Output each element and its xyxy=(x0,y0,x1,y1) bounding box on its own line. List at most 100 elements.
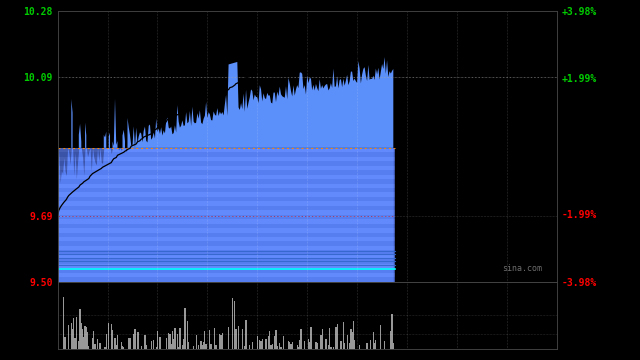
Bar xyxy=(58,224,394,228)
Bar xyxy=(209,329,211,349)
Bar xyxy=(271,344,273,349)
Bar xyxy=(58,161,394,166)
Bar xyxy=(299,340,300,349)
Bar xyxy=(178,347,179,349)
Bar xyxy=(202,345,203,349)
Bar xyxy=(58,184,394,188)
Bar xyxy=(58,157,394,161)
Bar xyxy=(309,342,310,349)
Bar xyxy=(228,327,229,349)
Bar xyxy=(58,188,394,193)
Bar xyxy=(238,326,239,349)
Bar xyxy=(245,320,246,349)
Bar xyxy=(349,343,350,349)
Bar xyxy=(82,329,83,349)
Bar xyxy=(351,332,353,349)
Bar xyxy=(393,343,394,349)
Bar xyxy=(321,329,323,349)
Bar xyxy=(179,328,180,349)
Bar xyxy=(353,321,354,349)
Bar xyxy=(203,342,204,349)
Bar xyxy=(138,332,140,349)
Bar xyxy=(275,330,276,349)
Bar xyxy=(200,341,202,349)
Bar xyxy=(195,336,196,349)
Bar xyxy=(133,334,134,349)
Bar xyxy=(269,331,270,349)
Bar xyxy=(97,339,98,349)
Bar xyxy=(58,237,394,242)
Bar xyxy=(141,346,142,349)
Bar xyxy=(104,347,106,349)
Bar xyxy=(108,323,109,349)
Bar xyxy=(370,340,371,349)
Bar xyxy=(266,339,267,349)
Bar xyxy=(270,345,271,349)
Bar xyxy=(214,328,216,349)
Bar xyxy=(137,332,138,349)
Bar xyxy=(257,336,258,349)
Bar xyxy=(283,337,284,349)
Bar xyxy=(93,331,95,349)
Bar xyxy=(58,175,394,179)
Bar xyxy=(58,277,394,282)
Bar xyxy=(350,329,351,349)
Bar xyxy=(249,346,250,349)
Bar xyxy=(58,193,394,197)
Bar xyxy=(346,335,348,349)
Bar xyxy=(73,318,74,349)
Bar xyxy=(58,268,394,273)
Bar xyxy=(58,242,394,246)
Bar xyxy=(182,345,183,349)
Bar xyxy=(58,255,394,259)
Bar xyxy=(153,340,154,349)
Bar xyxy=(187,321,188,349)
Bar xyxy=(58,170,394,175)
Bar xyxy=(68,325,70,349)
Bar xyxy=(174,328,175,349)
Bar xyxy=(329,328,330,349)
Bar xyxy=(145,345,147,349)
Bar xyxy=(58,206,394,210)
Bar xyxy=(337,324,338,349)
Bar xyxy=(390,331,392,349)
Bar xyxy=(88,346,90,349)
Bar xyxy=(236,329,237,349)
Bar xyxy=(260,341,262,349)
Bar xyxy=(242,329,243,349)
Bar xyxy=(58,259,394,264)
Bar xyxy=(359,345,360,349)
Bar xyxy=(308,339,309,349)
Bar xyxy=(328,345,329,349)
Bar xyxy=(58,273,394,277)
Bar xyxy=(316,342,317,349)
Text: sina.com: sina.com xyxy=(502,264,542,273)
Bar xyxy=(330,347,332,349)
Bar xyxy=(111,324,112,349)
Bar xyxy=(262,339,263,349)
Bar xyxy=(317,343,318,349)
Bar xyxy=(58,148,394,152)
Bar xyxy=(58,197,394,201)
Bar xyxy=(76,316,77,349)
Bar xyxy=(123,347,124,349)
Bar xyxy=(120,342,122,349)
Bar xyxy=(172,331,173,349)
Bar xyxy=(304,341,305,349)
Bar xyxy=(320,335,321,349)
Bar xyxy=(166,338,167,349)
Bar xyxy=(188,342,189,349)
Bar xyxy=(292,342,293,349)
Bar xyxy=(296,345,298,349)
Bar xyxy=(291,343,292,349)
Bar xyxy=(198,345,199,349)
Bar xyxy=(234,301,236,349)
Bar xyxy=(310,327,312,349)
Bar xyxy=(129,338,131,349)
Bar xyxy=(70,323,72,349)
Bar xyxy=(325,339,326,349)
Bar xyxy=(128,338,129,349)
Bar xyxy=(354,339,355,349)
Bar xyxy=(87,332,88,349)
Bar xyxy=(268,336,269,349)
